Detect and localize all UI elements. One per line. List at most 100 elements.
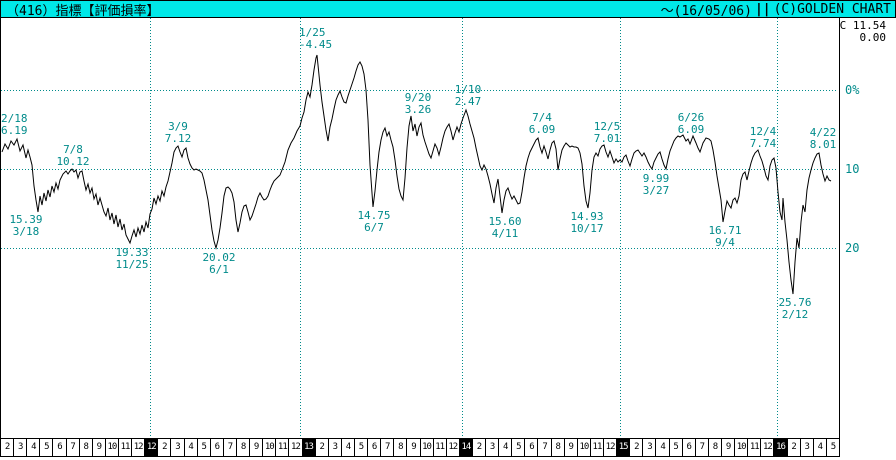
- year-cell: 16: [774, 439, 788, 456]
- month-cell: 2: [158, 439, 172, 456]
- month-cell: 9: [93, 439, 106, 456]
- y-axis-label: 0%: [845, 83, 860, 97]
- baseline-value: 0.00: [859, 31, 887, 44]
- month-cell: 10: [578, 439, 591, 456]
- month-cell: 2: [473, 439, 487, 456]
- year-cell: 13: [302, 439, 316, 456]
- chart-annotation-peak: 3/9 7.12: [164, 120, 192, 145]
- chart-annotation-peak: 4/22 8.01: [809, 126, 837, 151]
- month-cell: 4: [499, 439, 513, 456]
- plot-left-border: [0, 17, 1, 457]
- loss-rate-line: [1, 54, 832, 295]
- month-cell: 5: [670, 439, 683, 456]
- year-cell: 12: [145, 439, 159, 456]
- month-cell: 9: [250, 439, 264, 456]
- month-cell: 8: [394, 439, 408, 456]
- chart-annotation-peak: 2/18 6.19: [1, 112, 28, 137]
- chart-annotation-peak: 9/20 3.26: [404, 91, 432, 116]
- month-cell: 3: [14, 439, 28, 456]
- current-value: C 11.54: [839, 19, 886, 32]
- month-cell: 7: [67, 439, 80, 456]
- chart-annotation-peak: 7/4 6.09: [528, 111, 556, 136]
- chart-annotation-peak: 1/25 -4.45: [299, 26, 333, 51]
- chart-annotation-peak: 1/10 2.47: [454, 83, 482, 108]
- chart-annotation-trough: 15.60 4/11: [488, 215, 522, 240]
- month-cell: 4: [185, 439, 198, 456]
- month-cell: 11: [591, 439, 605, 456]
- month-cell: 8: [552, 439, 565, 456]
- month-cell: 4: [814, 439, 827, 456]
- chart-annotation-peak: 7/8 10.12: [56, 143, 90, 168]
- month-cell: 11: [434, 439, 447, 456]
- month-cell: 5: [512, 439, 526, 456]
- month-cell: 12: [132, 439, 146, 456]
- month-cell: 7: [224, 439, 237, 456]
- month-cell: 11: [276, 439, 290, 456]
- month-cell: 7: [696, 439, 709, 456]
- month-cell: 9: [565, 439, 578, 456]
- month-cell: 7: [538, 439, 552, 456]
- month-cell: 3: [643, 439, 657, 456]
- month-cell: 12: [289, 439, 303, 456]
- month-cell: 5: [827, 439, 840, 456]
- chart-annotation-trough: 25.76 2/12: [778, 296, 812, 321]
- month-cell: 8: [709, 439, 723, 456]
- month-cell: 3: [801, 439, 814, 456]
- month-cell: 10: [735, 439, 749, 456]
- chart-annotation-peak: 12/5 7.01: [593, 120, 621, 145]
- month-cell: 6: [525, 439, 539, 456]
- month-cell: 6: [683, 439, 696, 456]
- month-cell: 2: [630, 439, 644, 456]
- chart-annotation-trough: 14.93 10/17: [570, 210, 604, 235]
- month-cell: 3: [486, 439, 500, 456]
- month-cell: 10: [106, 439, 119, 456]
- month-cell: 8: [237, 439, 251, 456]
- month-cell: 6: [368, 439, 382, 456]
- title-bar: （416）指標【評価損率】 ～(16/05/06) || (C)GOLDEN C…: [0, 0, 896, 19]
- chart-annotation-trough: 15.39 3/18: [9, 213, 43, 238]
- month-cell: 3: [171, 439, 185, 456]
- month-cell: 2: [316, 439, 329, 456]
- month-cell: 2: [1, 439, 15, 456]
- y-axis-label: 10: [845, 162, 860, 176]
- current-value-readout: C 11.54 0.00: [840, 20, 886, 44]
- month-cell: 8: [80, 439, 93, 456]
- chart-annotation-trough: 19.33 11/25: [115, 246, 149, 271]
- month-cell: 6: [53, 439, 67, 456]
- month-cell: 11: [119, 439, 133, 456]
- month-cell: 2: [788, 439, 801, 456]
- chart-annotation-trough: 14.75 6/7: [357, 209, 391, 234]
- year-cell: 15: [617, 439, 631, 456]
- copyright-label: (C)GOLDEN CHART: [773, 1, 891, 17]
- month-cell: 5: [355, 439, 369, 456]
- month-cell: 4: [27, 439, 41, 456]
- month-cell: 4: [342, 439, 355, 456]
- chart-annotation-peak: 6/26 6.09: [677, 111, 705, 136]
- month-cell: 4: [656, 439, 670, 456]
- month-cell: 10: [263, 439, 277, 456]
- chart-annotation-peak: 12/4 7.74: [749, 125, 777, 150]
- month-cell: 9: [722, 439, 736, 456]
- month-cell: 11: [748, 439, 762, 456]
- month-cell: 6: [211, 439, 224, 456]
- month-cell: 9: [407, 439, 421, 456]
- month-cell: 10: [421, 439, 434, 456]
- month-cell: 5: [198, 439, 211, 456]
- month-ruler: 2 3 4 5 6 7 8 9 10 11 12 12 2 3 4 5 6 7 8 9 10 11 12 13 2 3 4 5 6 7 8 9…: [0, 438, 840, 457]
- month-cell: 7: [381, 439, 395, 456]
- page-title: （416）指標【評価損率】: [6, 3, 160, 19]
- month-cell: 5: [40, 439, 54, 456]
- month-cell: 3: [329, 439, 342, 456]
- year-cell: 14: [459, 439, 473, 456]
- y-axis-label: 20: [845, 241, 860, 255]
- chart-annotation-trough: 20.02 6/1: [202, 251, 236, 276]
- month-cell: 12: [604, 439, 618, 456]
- month-cell: 12: [447, 439, 460, 456]
- date-range-label: ～(16/05/06): [660, 3, 752, 19]
- header-divider: ||: [754, 1, 771, 17]
- chart-annotation-trough: 16.71 9/4: [708, 224, 742, 249]
- month-cell: 12: [761, 439, 775, 456]
- chart-annotation-trough: 9.99 3/27: [642, 172, 670, 197]
